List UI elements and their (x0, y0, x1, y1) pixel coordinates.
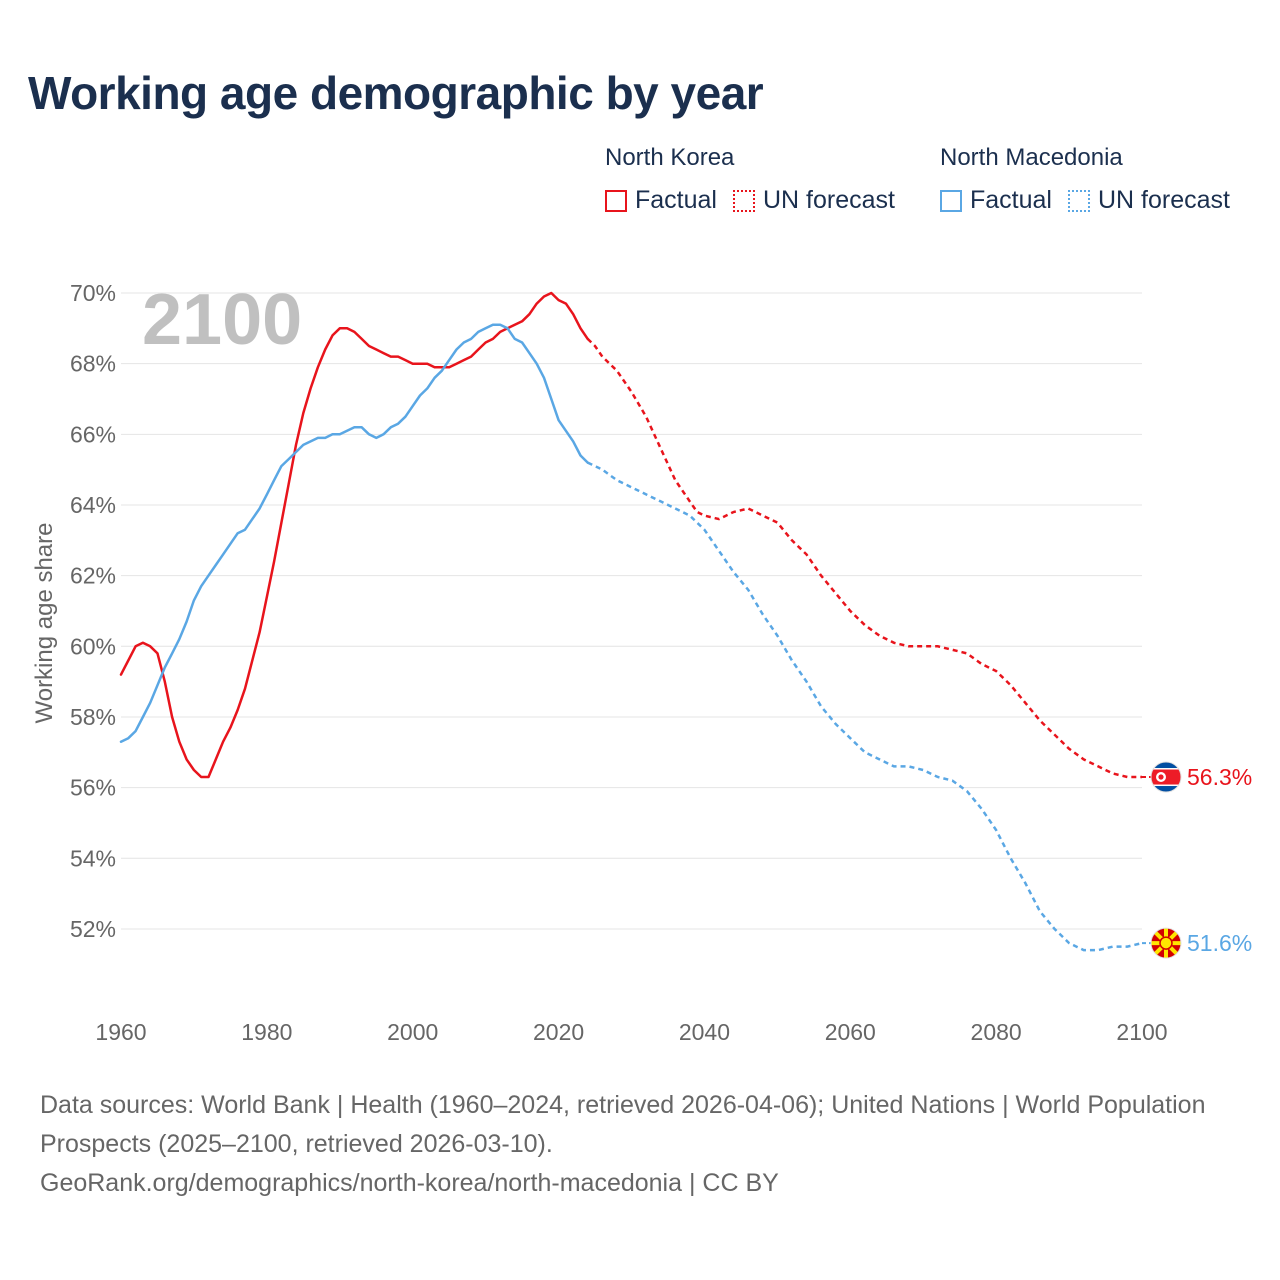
legend-item-north-korea-factual[interactable]: Factual (605, 186, 717, 215)
y-axis-ticks: 52% 54% 56% 58% 60% 62% 64% 66% 68% 70% (70, 280, 116, 942)
series-line-north-macedonia-forecast (587, 461, 1143, 952)
footer: Data sources: World Bank | Health (1960–… (40, 1086, 1240, 1203)
end-label-value: 56.3% (1187, 764, 1252, 790)
y-tick-label: 52% (70, 916, 116, 942)
legend-item-north-macedonia-forecast[interactable]: UN forecast (1067, 186, 1230, 215)
legend-country-north-korea: North Korea (605, 144, 735, 171)
source-link[interactable]: GeoRank.org/demographics/north-korea/nor… (40, 1169, 779, 1197)
chart-title: Working age demographic by year (28, 67, 764, 119)
y-tick-label: 70% (70, 280, 116, 306)
y-tick-label: 54% (70, 845, 116, 871)
x-tick-label: 2020 (533, 1019, 584, 1045)
north-korea-flag-icon (1151, 762, 1181, 793)
x-tick-label: 1960 (95, 1019, 146, 1045)
legend-group-north-korea: North Korea Factual UN forecast (605, 144, 911, 215)
data-sources: Data sources: World Bank | Health (1960–… (40, 1091, 1206, 1158)
y-tick-label: 58% (70, 704, 116, 730)
x-tick-label: 2080 (971, 1019, 1022, 1045)
series-line-north-korea-forecast (586, 338, 1142, 779)
legend-swatch-solid (940, 189, 962, 212)
y-tick-label: 56% (70, 775, 116, 801)
series-line-north-macedonia-factual (119, 323, 589, 743)
legend-group-north-macedonia: North Macedonia Factual UN forecast (940, 144, 1246, 215)
series-lines (119, 291, 1143, 952)
legend-country-north-macedonia: North Macedonia (940, 144, 1123, 171)
x-tick-label: 2100 (1116, 1019, 1167, 1045)
legend-item-north-korea-forecast[interactable]: UN forecast (732, 186, 895, 215)
x-tick-label: 2000 (387, 1019, 438, 1045)
gridlines (121, 292, 1142, 930)
y-axis-label: Working age share (31, 523, 58, 724)
y-tick-label: 64% (70, 492, 116, 518)
end-labels: 56.3% 51.6% (1142, 761, 1252, 959)
x-tick-label: 2060 (825, 1019, 876, 1045)
y-tick-label: 68% (70, 351, 116, 377)
legend-item-north-macedonia-factual[interactable]: Factual (940, 186, 1052, 215)
x-axis-ticks: 1960 1980 2000 2020 2040 2060 2080 2100 (95, 1019, 1167, 1045)
y-tick-label: 60% (70, 633, 116, 659)
legend-swatch-dotted (732, 189, 755, 212)
legend-swatch-dotted (1067, 189, 1090, 212)
x-tick-label: 2040 (679, 1019, 730, 1045)
series-line-north-korea-factual (119, 291, 589, 779)
year-badge: 2100 (142, 280, 302, 360)
end-label-value: 51.6% (1187, 930, 1252, 956)
legend-swatch-solid (605, 189, 627, 212)
y-tick-label: 62% (70, 563, 116, 589)
x-tick-label: 1980 (241, 1019, 292, 1045)
y-tick-label: 66% (70, 421, 116, 447)
